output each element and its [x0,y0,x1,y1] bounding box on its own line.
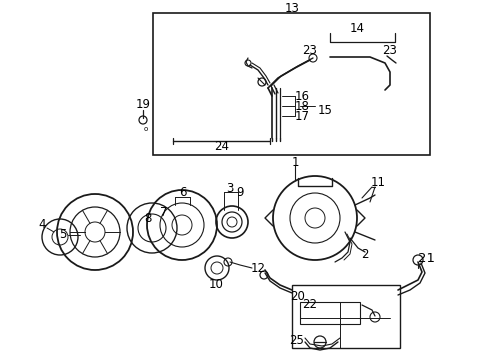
Text: 16: 16 [294,90,310,103]
Text: 7: 7 [160,207,168,220]
Bar [292,285,400,348]
Text: 19: 19 [136,99,150,112]
Text: 5: 5 [59,229,67,242]
Bar [153,13,430,155]
Text: 23: 23 [383,44,397,57]
Text: 17: 17 [294,109,310,122]
Text: 13: 13 [285,1,299,14]
Text: 6: 6 [179,186,187,199]
Text: 18: 18 [294,99,310,112]
Text: 21: 21 [418,252,435,265]
Text: 25: 25 [290,333,304,346]
Text: 15: 15 [318,104,332,117]
Text: 8: 8 [145,211,152,225]
Text: 14: 14 [349,22,365,35]
Text: 23: 23 [302,44,318,57]
Bar [300,302,360,324]
Text: 20: 20 [291,289,305,302]
Text: o: o [144,126,148,132]
Text: 9: 9 [236,186,244,199]
Text: 12: 12 [250,261,266,274]
Text: 10: 10 [209,279,223,292]
Text: 22: 22 [302,298,318,311]
Text: 3: 3 [226,181,234,194]
Text: 11: 11 [370,175,386,189]
Text: 2: 2 [361,248,369,261]
Text: 1: 1 [291,156,299,168]
Text: 4: 4 [38,219,46,231]
Text: 24: 24 [215,140,229,153]
